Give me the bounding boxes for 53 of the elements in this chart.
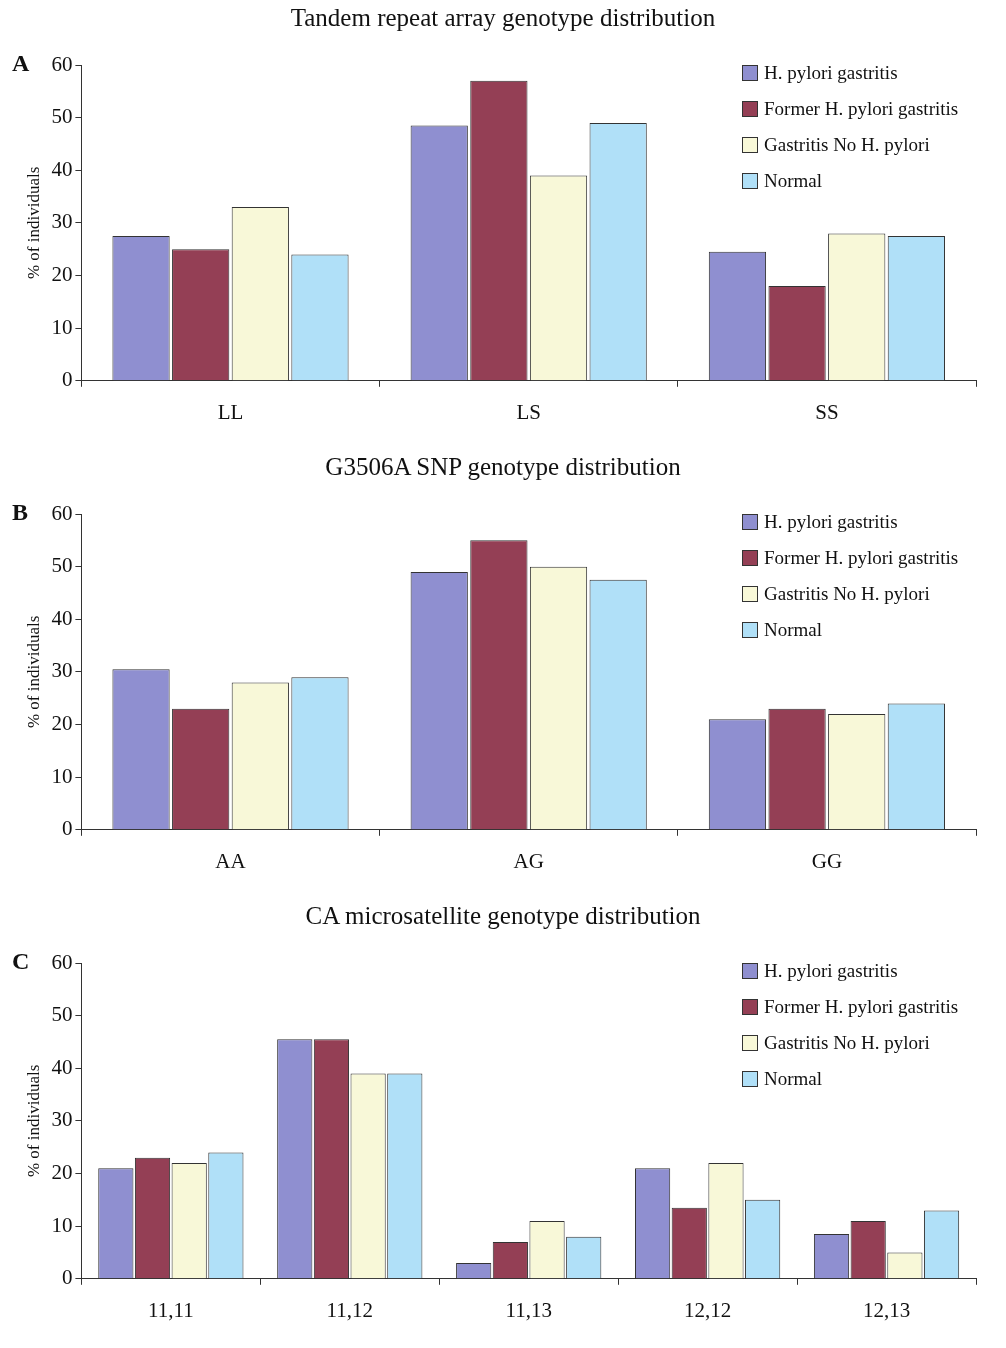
x-tick-label: 11,12 [326,1297,374,1322]
y-tick-label: 0 [61,816,73,841]
x-tick-label: GG [811,848,843,873]
y-tick-label: 50 [51,104,73,129]
text: C [12,948,30,975]
x-tick-label: 11,13 [505,1297,552,1322]
y-tick-label: 30 [51,658,73,683]
y-tick-label: 0 [61,367,73,392]
y-tick-label: 10 [51,314,73,339]
chart-title: CA microsatellite genotype distribution [304,902,702,930]
legend-label: Gastritis No H. pylori [764,134,930,156]
legend-label: Former H. pylori gastritis [764,996,959,1018]
y-tick-label: 20 [51,1160,73,1185]
y-tick-label: 60 [51,500,73,525]
x-tick-label: LS [516,399,541,424]
x-tick-label: 12,13 [862,1297,911,1322]
text: B [12,499,29,526]
y-tick-label: 20 [51,262,73,287]
x-tick-label: LL [217,399,244,424]
x-tick-label: SS [815,399,839,424]
legend-label: Gastritis No H. pylori [764,583,930,605]
x-tick-label: 11,11 [148,1297,194,1322]
legend-label: Former H. pylori gastritis [764,98,959,120]
y-tick-label: 30 [51,1107,73,1132]
y-tick-label: 50 [51,1002,73,1027]
y-tick-label: 60 [51,51,73,76]
y-axis-title: % of individuals [23,615,43,729]
x-tick-label: AA [215,848,247,873]
y-axis-title: % of individuals [23,1064,43,1178]
legend-label: Normal [764,1068,823,1090]
y-axis-title: % of individuals [23,166,43,280]
y-tick-label: 40 [51,1054,73,1079]
y-tick-label: 40 [51,605,73,630]
legend-label: Normal [764,170,823,192]
y-tick-label: 60 [51,949,73,974]
y-tick-label: 50 [51,553,73,578]
y-tick-label: 20 [51,711,73,736]
legend-label: H. pylori gastritis [764,511,898,533]
x-tick-label: 12,12 [683,1297,732,1322]
legend-label: Former H. pylori gastritis [764,547,959,569]
x-tick-label: AG [513,848,544,873]
chart-title: G3506A SNP genotype distribution [324,453,682,481]
legend-label: H. pylori gastritis [764,62,898,84]
text: A [12,50,30,77]
y-tick-label: 10 [51,763,73,788]
legend-label: Gastritis No H. pylori [764,1032,930,1054]
y-tick-label: 40 [51,156,73,181]
legend-label: Normal [764,619,823,641]
legend-label: H. pylori gastritis [764,960,898,982]
chart-title: Tandem repeat array genotype distribution [289,4,717,32]
y-tick-label: 10 [51,1212,73,1237]
y-tick-label: 0 [61,1265,73,1290]
y-tick-label: 30 [51,209,73,234]
